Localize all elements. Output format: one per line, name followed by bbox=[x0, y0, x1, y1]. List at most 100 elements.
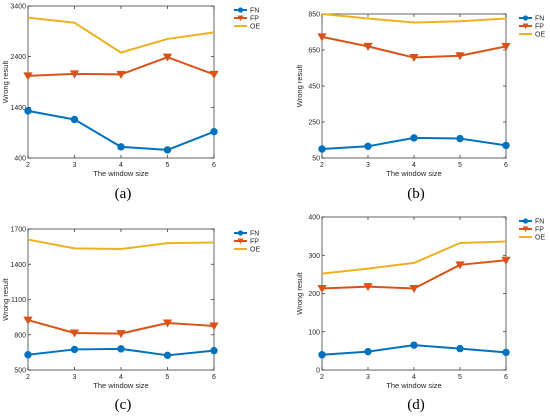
data-point-fp bbox=[162, 53, 173, 62]
panel-letter: (a) bbox=[115, 186, 132, 202]
x-tick-label: 2 bbox=[320, 374, 324, 381]
series-line-fp bbox=[321, 259, 507, 290]
y-tick-label: 0 bbox=[316, 368, 320, 375]
data-point-fn bbox=[364, 347, 372, 356]
x-axis-label: The window size bbox=[386, 381, 441, 390]
x-tick-label: 6 bbox=[212, 374, 216, 381]
legend-marker-fn bbox=[522, 218, 529, 224]
legend-marker-fn bbox=[522, 15, 529, 21]
data-point-fn bbox=[117, 345, 125, 353]
y-tick-label: 650 bbox=[308, 48, 320, 55]
panel-letter: (b) bbox=[407, 186, 425, 202]
data-point-fn bbox=[364, 142, 372, 151]
x-tick-label: 5 bbox=[458, 374, 462, 381]
data-point-fp bbox=[23, 316, 33, 325]
legend-label-fn: FN bbox=[250, 231, 259, 238]
x-tick-label: 6 bbox=[504, 162, 508, 169]
x-tick-label: 2 bbox=[26, 162, 30, 169]
legend-marker-fn bbox=[237, 230, 244, 236]
series-line-oe bbox=[321, 240, 507, 275]
y-tick-label: 1400 bbox=[10, 262, 26, 269]
panel-letter: (c) bbox=[115, 397, 132, 413]
x-tick-label: 5 bbox=[166, 374, 170, 381]
y-tick-label: 250 bbox=[308, 120, 320, 127]
y-tick-label: 3400 bbox=[10, 4, 26, 11]
data-point-fp bbox=[209, 322, 219, 331]
plot-area-frame bbox=[27, 5, 215, 159]
data-point-fn bbox=[210, 346, 218, 355]
x-tick-label: 3 bbox=[366, 374, 370, 381]
data-point-fp bbox=[409, 285, 419, 294]
data-point-fn bbox=[410, 341, 418, 349]
data-point-fn bbox=[70, 115, 79, 124]
x-tick-label: 5 bbox=[166, 162, 170, 169]
data-point-fn bbox=[502, 141, 510, 150]
x-axis-label: The window size bbox=[386, 169, 441, 178]
legend-marker-fn bbox=[237, 7, 244, 13]
x-tick-label: 3 bbox=[366, 162, 370, 169]
legend-marker-fp bbox=[522, 23, 529, 29]
y-axis-label: Wrong result bbox=[295, 64, 304, 107]
y-tick-label: 1400 bbox=[10, 105, 26, 112]
legend-label-oe: OE bbox=[535, 235, 545, 242]
legend-marker-fp bbox=[237, 15, 244, 21]
data-point-fp bbox=[116, 330, 126, 339]
y-tick-label: 100 bbox=[308, 329, 320, 336]
data-point-fp bbox=[501, 42, 511, 51]
series-line-oe bbox=[27, 16, 215, 54]
x-axis-label: The window size bbox=[93, 169, 148, 178]
y-axis-label: Wrong result bbox=[1, 60, 10, 103]
legend-label-fp: FP bbox=[535, 24, 544, 31]
chart-panel-4: 2 3 4 5 6 0 100 200 300 400 The window size Wrong r… bbox=[295, 215, 545, 414]
y-tick-label: 200 bbox=[308, 291, 320, 298]
y-tick-label: 400 bbox=[14, 156, 26, 163]
data-point-fp bbox=[363, 283, 373, 292]
data-point-fp bbox=[69, 329, 80, 338]
data-point-fn bbox=[502, 348, 510, 357]
data-point-fn bbox=[410, 134, 418, 142]
data-point-fp bbox=[317, 33, 327, 42]
y-tick-label: 500 bbox=[14, 368, 26, 375]
y-tick-label: 1100 bbox=[11, 297, 26, 304]
chart-panel-1: 2 3 4 5 6 400 1400 2400 3400 The window size Wrong… bbox=[1, 4, 260, 203]
y-tick-label: 800 bbox=[14, 332, 26, 339]
y-tick-label: 1700 bbox=[10, 227, 26, 234]
data-point-fn bbox=[318, 351, 326, 359]
data-point-fp bbox=[69, 70, 80, 79]
chart-panel-3: 2 3 4 5 6 500 800 1100 1400 1700 The window size Wr… bbox=[1, 227, 260, 414]
y-tick-label: 850 bbox=[308, 12, 320, 19]
x-tick-label: 6 bbox=[504, 374, 508, 381]
data-point-fp bbox=[162, 319, 173, 328]
data-point-fn bbox=[456, 344, 464, 353]
legend-marker-fp bbox=[522, 226, 529, 232]
x-tick-label: 6 bbox=[212, 162, 216, 169]
data-point-fp bbox=[363, 42, 373, 51]
data-point-fn bbox=[163, 351, 172, 360]
legend-label-fp: FP bbox=[250, 16, 259, 23]
series-line-oe bbox=[27, 238, 215, 250]
legend-label-fn: FN bbox=[535, 16, 544, 23]
x-tick-label: 4 bbox=[119, 162, 123, 169]
data-point-fn bbox=[24, 107, 32, 115]
data-point-fp bbox=[23, 72, 33, 81]
y-tick-label: 300 bbox=[308, 253, 320, 260]
y-axis-label: Wrong result bbox=[295, 271, 304, 314]
data-point-fn bbox=[163, 146, 172, 154]
data-point-fn bbox=[210, 127, 218, 136]
data-point-fp bbox=[455, 261, 465, 270]
x-tick-label: 2 bbox=[26, 374, 30, 381]
x-tick-label: 3 bbox=[73, 374, 77, 381]
legend-marker-fp bbox=[237, 238, 244, 244]
legend-label-fp: FP bbox=[250, 239, 259, 246]
x-tick-label: 4 bbox=[119, 374, 123, 381]
y-tick-label: 400 bbox=[308, 215, 320, 222]
data-point-fp bbox=[116, 70, 126, 79]
data-point-fp bbox=[501, 256, 511, 265]
data-point-fn bbox=[70, 345, 79, 354]
legend-label-fp: FP bbox=[535, 227, 544, 234]
x-tick-label: 3 bbox=[73, 162, 77, 169]
data-point-fn bbox=[24, 351, 32, 359]
data-point-fp bbox=[209, 70, 219, 79]
